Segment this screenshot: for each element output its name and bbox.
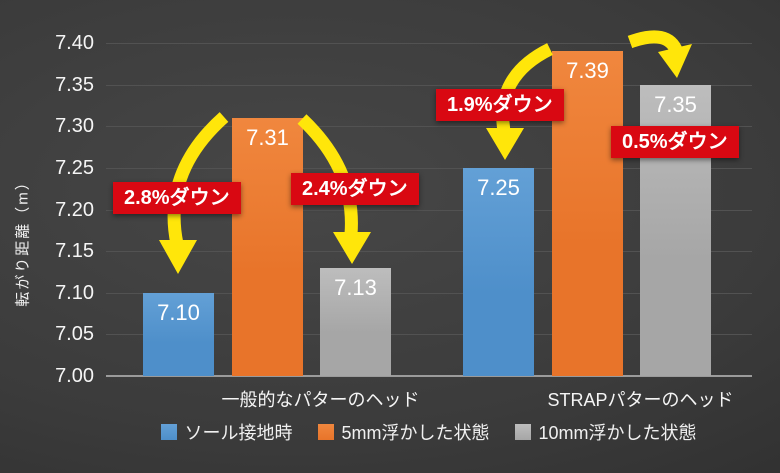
legend-label: ソール接地時 xyxy=(184,423,293,443)
percent-down-badge: 0.5%ダウン xyxy=(611,126,739,158)
bar-ソール接地時: 7.10 xyxy=(143,292,214,376)
gridline xyxy=(106,43,752,44)
legend-label: 10mm浮かした状態 xyxy=(538,423,697,443)
legend-item: 5mm浮かした状態 xyxy=(318,419,489,445)
gridline xyxy=(106,126,752,128)
y-tick-label: 7.00 xyxy=(55,365,94,387)
legend-item: 10mm浮かした状態 xyxy=(515,419,697,445)
legend-swatch xyxy=(318,424,335,440)
y-tick-label: 7.15 xyxy=(55,240,94,263)
bar-10mm浮かした状態: 7.13 xyxy=(320,267,391,376)
legend-swatch xyxy=(161,424,178,440)
gridline xyxy=(106,334,752,336)
x-axis-line xyxy=(106,375,752,377)
bar-value-label: 7.10 xyxy=(157,299,200,325)
legend-label: 5mm浮かした状態 xyxy=(341,423,490,443)
percent-down-badge: 2.8%ダウン xyxy=(113,182,241,214)
bar-ソール接地時: 7.25 xyxy=(463,167,534,376)
y-tick-label: 7.20 xyxy=(55,198,94,221)
gridline xyxy=(106,292,752,294)
gridline xyxy=(106,84,752,86)
y-axis: 7.40 7.35 7.30 7.25 7.20 7.15 7.10 7.05 7.00 xyxy=(0,32,94,387)
percent-down-badge: 1.9%ダウン xyxy=(436,89,564,121)
y-tick-label: 7.05 xyxy=(55,323,94,346)
plot-area: 7.10 7.31 7.13 7.25 7.39 7.35 xyxy=(106,43,752,377)
legend: ソール接地時 5mm浮かした状態 10mm浮かした状態 xyxy=(106,419,752,445)
y-tick-label: 7.30 xyxy=(55,115,94,138)
category-label: STRAPパターのヘッド xyxy=(547,390,734,410)
bar-5mm浮かした状態: 7.31 xyxy=(232,117,303,376)
bar-value-label: 7.35 xyxy=(654,91,697,117)
gridline xyxy=(106,167,752,169)
y-tick-label: 7.25 xyxy=(55,156,94,179)
bar-value-label: 7.31 xyxy=(246,124,289,150)
y-tick-label: 7.10 xyxy=(55,281,94,304)
bar-value-label: 7.39 xyxy=(566,58,609,84)
bar-value-label: 7.25 xyxy=(477,174,520,200)
y-tick-label: 7.40 xyxy=(55,32,94,54)
legend-swatch xyxy=(515,424,532,440)
y-tick-label: 7.35 xyxy=(55,73,94,96)
legend-item: ソール接地時 xyxy=(161,419,292,445)
bar-value-label: 7.13 xyxy=(334,274,377,300)
gridline xyxy=(106,209,752,211)
percent-down-badge: 2.4%ダウン xyxy=(291,173,419,205)
gridline xyxy=(106,251,752,253)
category-label: 一般的なパターのヘッド xyxy=(221,390,420,410)
bar-5mm浮かした状態: 7.39 xyxy=(552,51,623,376)
